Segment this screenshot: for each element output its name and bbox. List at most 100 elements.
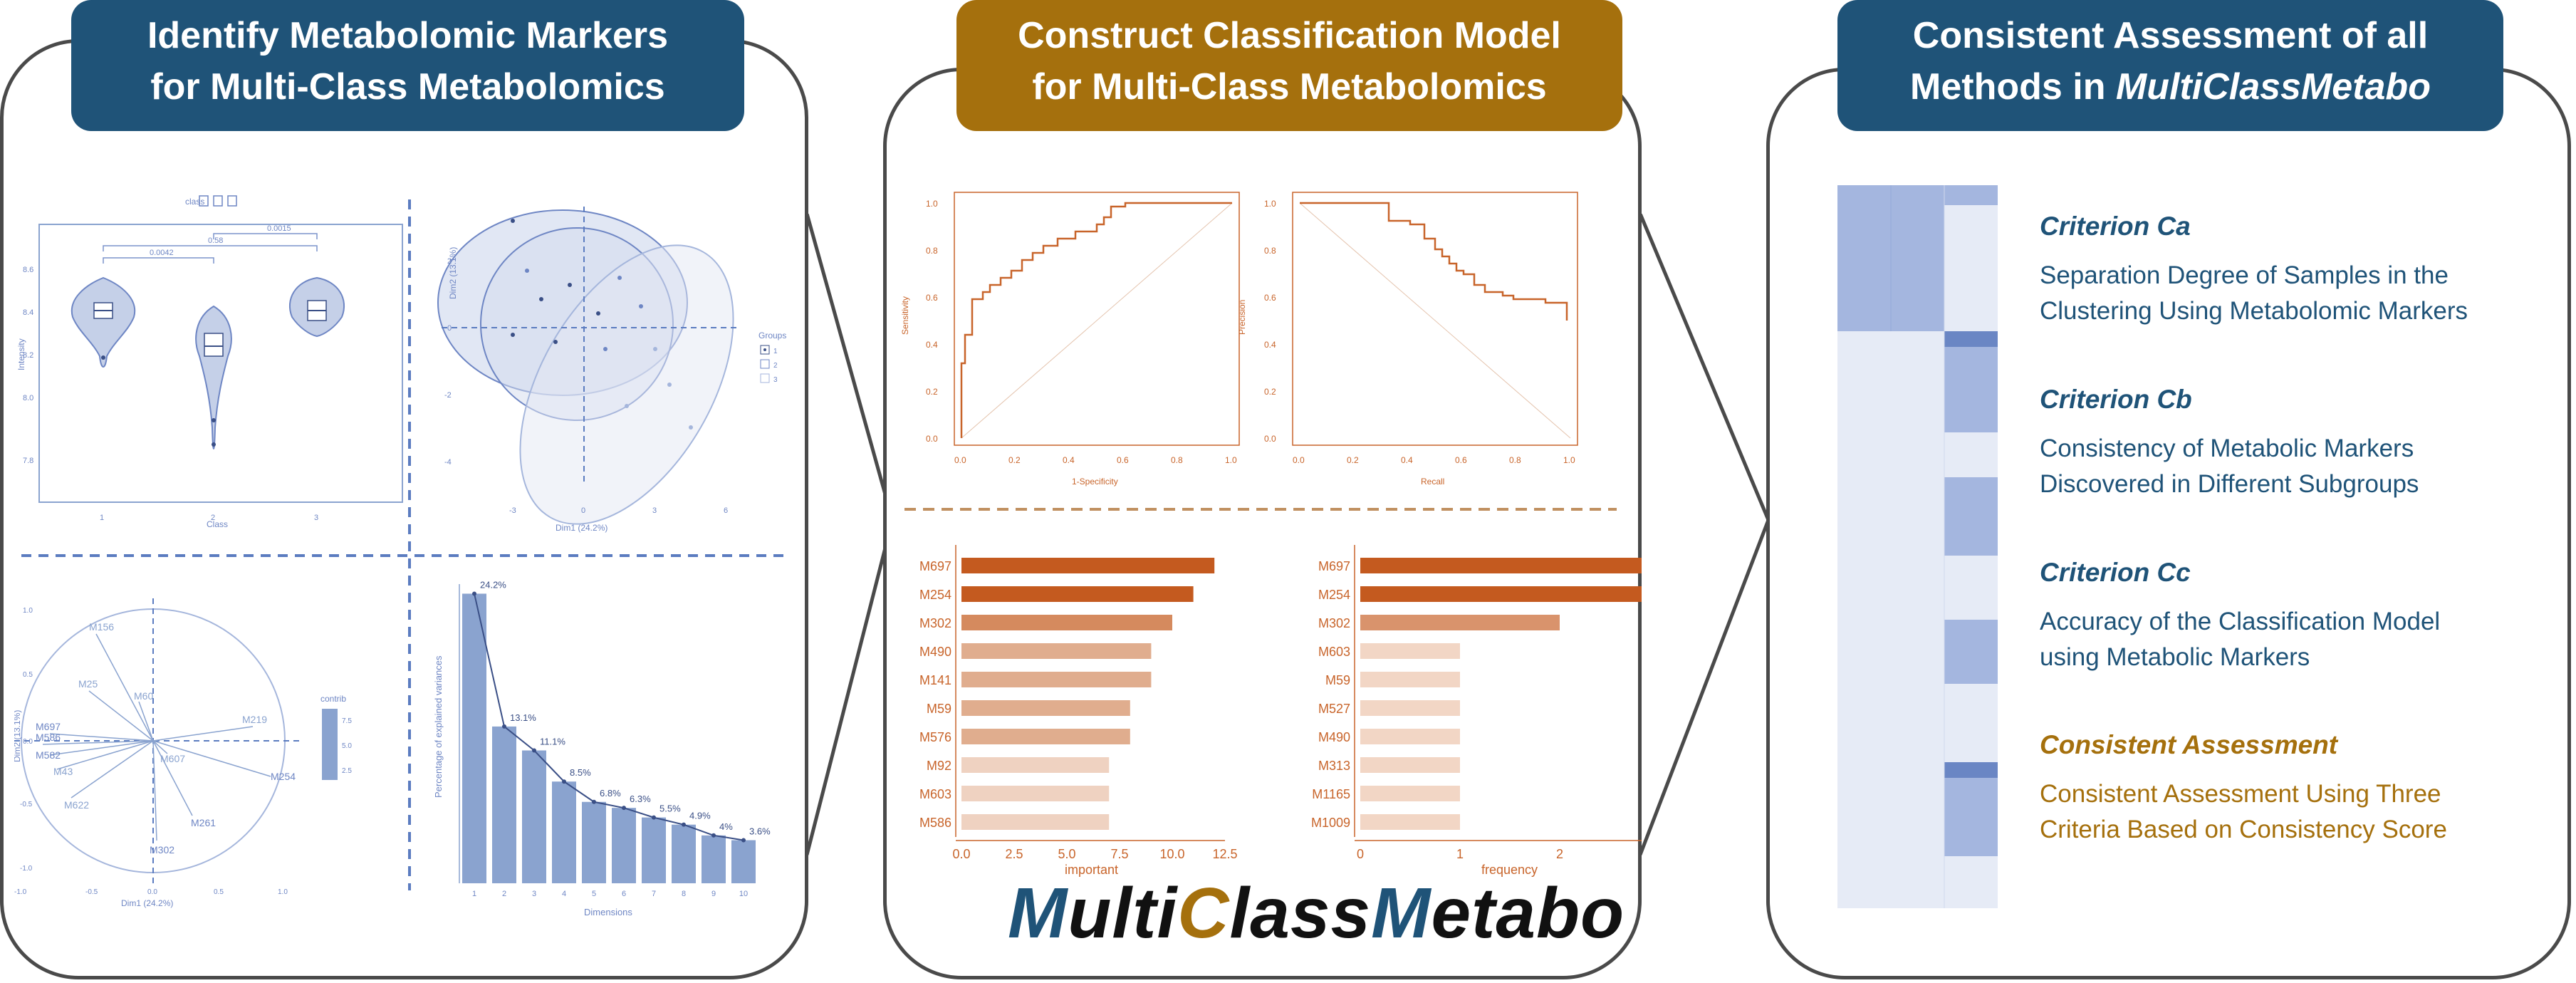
pr-ytick: 0.8 (1264, 246, 1276, 256)
roc-xtick: 0.8 (1171, 455, 1183, 465)
corr-ytick: 0.5 (23, 671, 33, 679)
corr-ytick: 0.0 (23, 738, 33, 746)
logo-part: ulti (1068, 873, 1178, 953)
roc-curve: Sensitivity 1-Specificity 0.0 0.2 0.4 0.… (900, 192, 1240, 487)
criterion-ca-title: Criterion Ca (2040, 212, 2191, 241)
corr-xtick: 0.0 (147, 888, 157, 896)
bar (961, 672, 1152, 687)
roc-ytick: 0.2 (926, 387, 938, 397)
violin-class-tick: 1 (100, 514, 104, 522)
pr-ytick: 0.2 (1264, 387, 1276, 397)
violin-ytick: 8.6 (23, 266, 33, 274)
bar (1360, 814, 1460, 830)
scree-bar (702, 835, 726, 883)
pval-label: 0.58 (208, 236, 223, 245)
scree-point (711, 833, 716, 838)
pr-xtick: 1.0 (1563, 455, 1575, 465)
right-header: Consistent Assessment of all Methods in … (1837, 0, 2503, 131)
roc-ytick: 0.6 (926, 293, 938, 303)
right-header-line2: Methods in (1910, 66, 2116, 108)
violin-plot: class Intensity Class 8.6 8.4 8.2 8.0 7.… (16, 195, 403, 529)
roc-ytick: 0.4 (926, 340, 938, 350)
middle-header: Construct Classification Model for Multi… (956, 0, 1622, 131)
roc-y-label: Sensitivity (900, 296, 910, 335)
right-header-brand: MultiClassMetabo (2115, 66, 2431, 108)
pval-label: 0.0042 (150, 249, 174, 257)
corr-var-label: M219 (242, 714, 267, 725)
bar (961, 558, 1215, 573)
left-figures: class Intensity Class 8.6 8.4 8.2 8.0 7.… (14, 195, 791, 917)
scree-xtick: 7 (652, 890, 656, 898)
scree-value-label: 6.3% (630, 794, 651, 804)
corr-var-label: M302 (150, 844, 174, 855)
logo-part: C (1177, 873, 1230, 953)
pval-label: 0.0015 (267, 224, 291, 233)
bar (961, 700, 1130, 716)
roc-xtick: 0.6 (1117, 455, 1129, 465)
pca-x-label: Dim1 (24.2%) (556, 523, 608, 533)
middle-header-line2: for Multi-Class Metabolomics (1032, 66, 1547, 108)
pr-xtick: 0.4 (1401, 455, 1413, 465)
scree-value-label: 5.5% (659, 803, 681, 814)
scree-value-label: 8.5% (570, 767, 591, 778)
pca-xtick: 6 (724, 506, 728, 515)
bar-category-label: M527 (1318, 702, 1350, 716)
right-header-line1: Consistent Assessment of all (1912, 15, 2429, 56)
bar (961, 814, 1110, 830)
bar (1360, 757, 1460, 773)
roc-xtick: 0.0 (954, 455, 966, 465)
bar (1360, 729, 1460, 744)
pca-ytick: -4 (444, 458, 452, 467)
scree-bar (552, 781, 576, 883)
scree-point (652, 815, 656, 820)
scree-point (741, 838, 746, 843)
scree-y-label: Percentage of explained variances (433, 655, 444, 798)
corr-ytick: 1.0 (23, 607, 33, 615)
scree-bar (642, 817, 666, 883)
corr-var-label: M607 (160, 753, 185, 764)
pca-legend-item: 1 (773, 348, 778, 355)
bar-xtick: 12.5 (1212, 847, 1237, 861)
pr-xtick: 0.2 (1347, 455, 1359, 465)
arrow-middle-to-right (1638, 214, 1771, 855)
scree-xtick: 9 (711, 890, 716, 898)
corr-legend-tick: 2.5 (342, 767, 352, 775)
bar (961, 729, 1130, 744)
roc-ytick: 0.0 (926, 434, 938, 444)
scree-xtick: 4 (562, 890, 566, 898)
left-header-line1: Identify Metabolomic Markers (147, 15, 669, 56)
pca-legend-item: 3 (773, 376, 778, 384)
consistent-assessment-title: Consistent Assessment (2040, 730, 2338, 759)
scree-value-label: 4% (719, 821, 733, 832)
corr-var-label: M156 (89, 621, 114, 633)
bar-category-label: M92 (927, 759, 951, 773)
criterion-cc-line1: Accuracy of the Classification Model (2040, 608, 2441, 635)
corr-y-label: Dim2 (13.1%) (14, 710, 22, 762)
pca-ytick: -2 (444, 391, 452, 400)
logo-part: lass (1229, 873, 1372, 953)
roc-ytick: 0.8 (926, 246, 938, 256)
violin-ytick: 8.4 (23, 308, 33, 317)
bar-xtick: 1 (1456, 847, 1464, 861)
scree-point (472, 591, 476, 596)
criterion-cc-title: Criterion Cc (2040, 558, 2191, 587)
scree-bar (582, 801, 606, 883)
criterion-cb-line1: Consistency of Metabolic Markers (2040, 435, 2414, 462)
corr-xtick: 0.5 (214, 888, 224, 896)
pca-ytick: 0 (447, 324, 452, 333)
bar-category-label: M697 (919, 559, 951, 573)
scree-bar (492, 726, 516, 883)
pr-xtick: 0.6 (1455, 455, 1467, 465)
bar (961, 643, 1152, 659)
pr-ytick: 0.4 (1264, 340, 1276, 350)
violin-class-tick: 2 (211, 514, 215, 522)
bar (1360, 615, 1560, 630)
scree-value-label: 24.2% (480, 579, 506, 590)
corr-var-label: M586 (36, 732, 61, 743)
bar (1360, 700, 1460, 716)
bar-category-label: M490 (1318, 730, 1350, 744)
scree-line (474, 593, 744, 841)
left-header: Identify Metabolomic Markers for Multi-C… (71, 0, 744, 131)
violin-x-label: Class (207, 519, 228, 529)
bar-xtick: 5.0 (1058, 847, 1075, 861)
